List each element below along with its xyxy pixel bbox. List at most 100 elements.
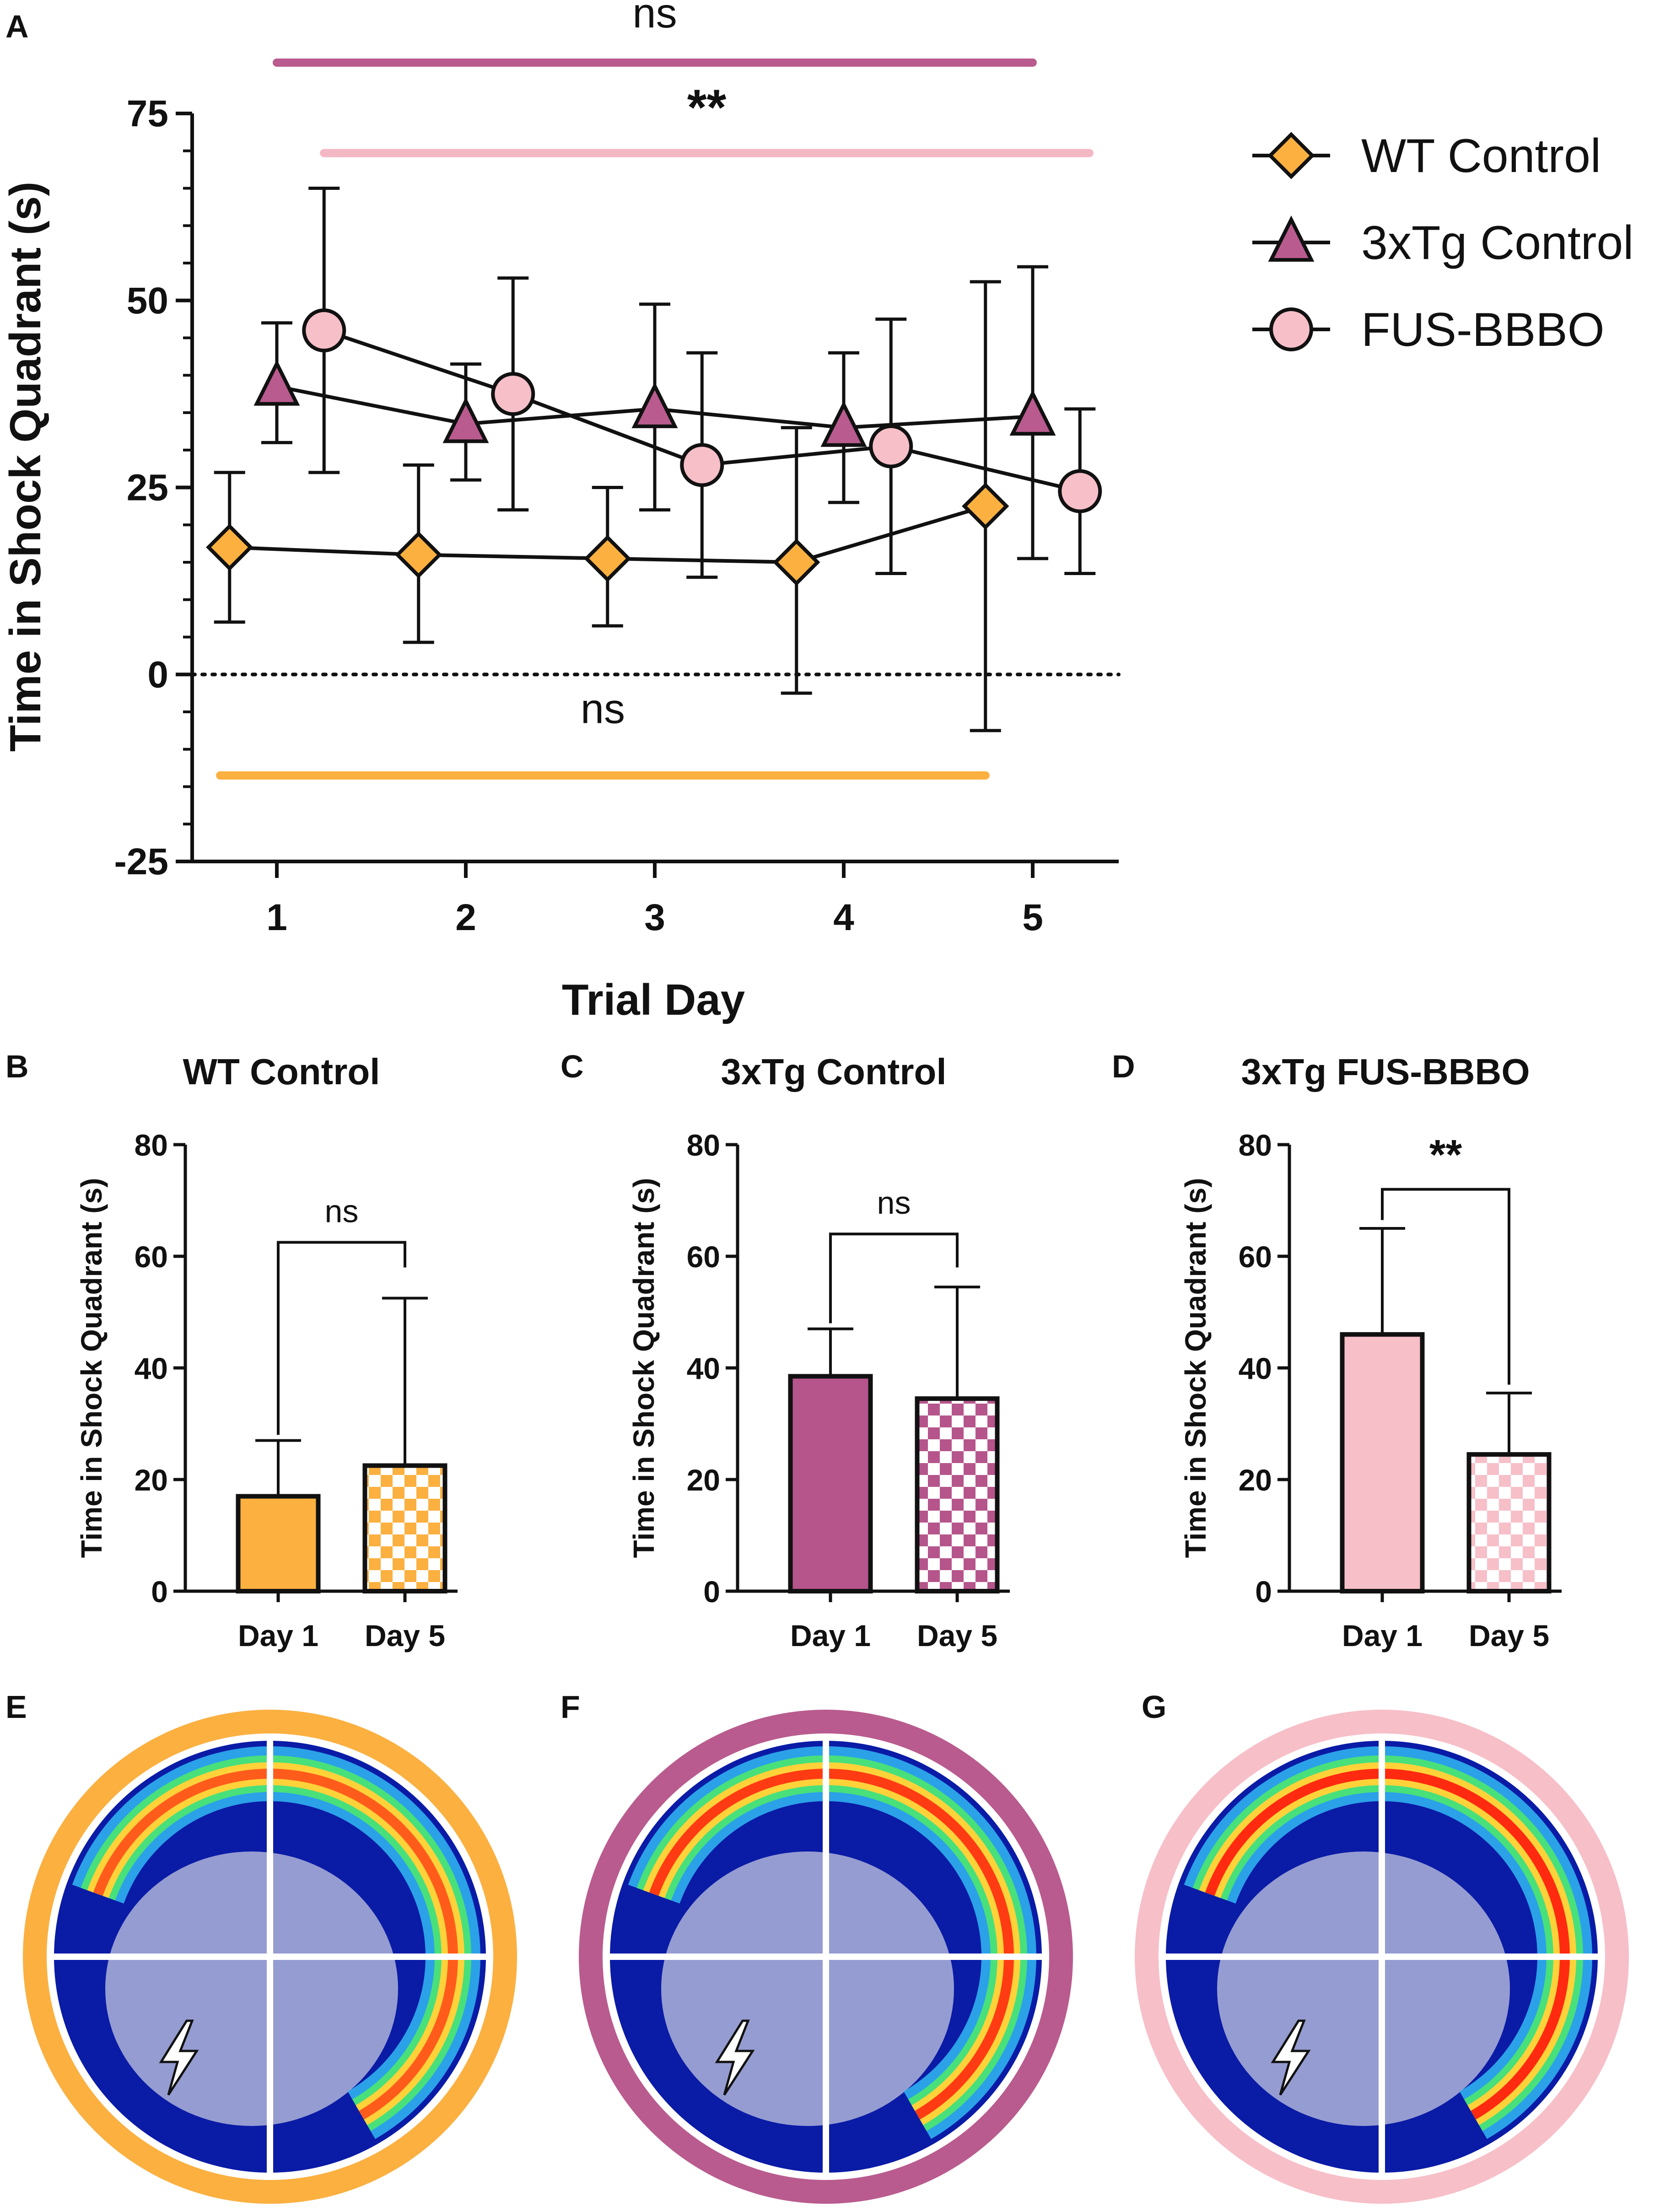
chart-panel-d-bar	[1466, 1452, 1552, 1594]
chart-panel-b-x-tick-label: Day 5	[365, 1619, 445, 1652]
chart-a-point	[962, 482, 1009, 530]
chart-a-point	[584, 535, 631, 582]
chart-panel-c-y-tick-label: 80	[687, 1128, 720, 1162]
chart-a-series-diamond	[206, 280, 1009, 732]
chart-a-legend-label: WT Control	[1361, 129, 1601, 183]
chart-a-point	[491, 372, 535, 416]
chart-a-point	[869, 424, 913, 468]
chart-a-x-tick-label: 5	[1022, 897, 1043, 938]
chart-panel-c-y-tick-label: 0	[703, 1575, 720, 1609]
chart-a-significance-label: ns	[581, 686, 625, 732]
lightning-bolt-icon	[1271, 2019, 1311, 2096]
chart-panel-c-significance-label: ns	[877, 1185, 911, 1221]
panel-letter-a: A	[5, 9, 29, 44]
chart-a-x-tick-label: 2	[455, 897, 476, 938]
chart-panel-b-y-tick-label: 20	[135, 1463, 168, 1497]
panel-letter-g: G	[1142, 1689, 1166, 1725]
chart-a-significance-label: **	[687, 80, 727, 136]
chart-panel-d-y-tick-label: 80	[1239, 1128, 1272, 1162]
chart-panel-b-x-tick-label: Day 1	[238, 1619, 318, 1652]
chart-a-point	[1058, 469, 1102, 513]
arena-e-heat-arc-core	[93, 1769, 458, 2120]
chart-panel-c-x-tick-label: Day 1	[790, 1619, 871, 1652]
chart-a-y-tick-label: 25	[127, 467, 168, 509]
chart-panel-d-x-tick-label: Day 1	[1342, 1619, 1423, 1652]
chart-panel-d-y-tick-label: 60	[1239, 1240, 1272, 1274]
panel-letter-e: E	[5, 1689, 27, 1725]
arena-g-occupancy-blob	[1217, 1851, 1510, 2126]
chart-panel-b-y-tick-label: 0	[151, 1575, 168, 1609]
chart-panel-c-x-tick-label: Day 5	[917, 1619, 997, 1652]
arena-f-heat-arc-core	[649, 1769, 1014, 2120]
chart-a-x-label: Trial Day	[562, 975, 745, 1024]
chart-panel-c-y-tick-label: 40	[687, 1351, 720, 1385]
chart-panel-d-y-label: Time in Shock Quadrant (s)	[1179, 1178, 1212, 1558]
chart-panel-b-bar	[236, 1494, 321, 1594]
arena-e-occupancy-blob	[105, 1851, 398, 2126]
chart-a-point	[395, 531, 442, 579]
bar-chart-panel-d: 3xTg FUS-BBBO Time in Shock Quadrant (s) 8…	[1179, 1051, 1562, 1652]
chart-panel-d-y-tick-label: 40	[1239, 1351, 1272, 1385]
chart-a-legend: WT Control 3xTg Control FUS-BBBO	[1252, 129, 1633, 356]
chart-panel-b-bar	[362, 1463, 447, 1593]
chart-a-y-label: Time in Shock Quadrant (s)	[1, 182, 50, 752]
chart-a-x-tick-label: 3	[644, 897, 665, 938]
chart-a-y-tick-label: 75	[127, 93, 168, 135]
chart-a-series	[206, 187, 1102, 732]
chart-a-legend-marker	[1268, 215, 1315, 262]
chart-a-legend-marker	[1267, 132, 1315, 179]
chart-panel-d-bar	[1340, 1332, 1425, 1594]
chart-panel-b-significance-label: ns	[325, 1194, 359, 1229]
chart-panel-b-significance-bracket	[277, 1241, 406, 1435]
chart-a-axes: 75 50 25 0 -25 1 2 3 4 5	[114, 93, 1121, 938]
chart-panel-b-title: WT Control	[183, 1051, 380, 1092]
chart-a-significance-label: ns	[632, 0, 677, 37]
chart-a-point	[1009, 389, 1056, 436]
chart-a-legend-label: 3xTg Control	[1361, 216, 1633, 269]
chart-a-legend-label: FUS-BBBO	[1361, 303, 1605, 356]
chart-panel-b-y-tick-label: 40	[135, 1351, 168, 1385]
chart-panel-d-significance-bracket	[1381, 1188, 1510, 1385]
chart-a-series-triangle	[253, 265, 1056, 560]
lightning-bolt-icon	[715, 2019, 755, 2096]
chart-a-x-tick-label: 4	[833, 897, 854, 938]
chart-panel-d-y-tick-label: 20	[1239, 1463, 1272, 1497]
arena-g-heat-arc-core	[1205, 1769, 1570, 2120]
line-chart-panel-a: 75 50 25 0 -25 1 2 3 4 5 ns ** ns Trial Day Time in…	[1, 0, 1633, 1024]
bar-chart-panel-b: WT Control Time in Shock Quadrant (s) 80 60…	[75, 1051, 458, 1652]
chart-panel-d-x-tick-label: Day 5	[1469, 1619, 1549, 1652]
chart-panel-b-y-tick-label: 80	[135, 1128, 168, 1162]
heatmap-arena-3xtg	[579, 1710, 1073, 2204]
chart-a-point	[253, 359, 300, 406]
arena-f-occupancy-blob	[661, 1851, 954, 2126]
chart-panel-d-y-tick-label: 0	[1255, 1575, 1272, 1609]
panel-letter-f: F	[561, 1689, 580, 1725]
chart-panel-c-significance-bracket	[829, 1232, 959, 1324]
chart-a-point	[631, 382, 678, 428]
chart-a-point	[302, 308, 346, 353]
heatmap-arena-wt	[23, 1710, 517, 2204]
chart-a-point	[773, 538, 820, 586]
chart-panel-d-significance-label: **	[1429, 1132, 1462, 1179]
panel-letter-d: D	[1112, 1049, 1135, 1084]
heatmap-arena-fus	[1135, 1710, 1629, 2204]
chart-panel-b-y-label: Time in Shock Quadrant (s)	[75, 1178, 108, 1558]
panel-letter-c: C	[561, 1049, 584, 1084]
chart-panel-d-title: 3xTg FUS-BBBO	[1241, 1051, 1530, 1092]
chart-a-y-tick-label: 0	[147, 654, 168, 695]
chart-a-legend-marker	[1269, 307, 1313, 351]
chart-panel-c-title: 3xTg Control	[721, 1051, 946, 1092]
chart-panel-b-y-tick-label: 60	[135, 1240, 168, 1274]
chart-panel-c-bar	[788, 1374, 873, 1594]
chart-panel-c-y-tick-label: 20	[687, 1463, 720, 1497]
chart-panel-c-bar	[915, 1396, 1000, 1594]
chart-a-y-tick-label: -25	[114, 841, 168, 883]
chart-a-significance: ns ** ns	[216, 0, 1094, 780]
panel-letter-b: B	[5, 1049, 29, 1084]
chart-a-x-tick-label: 1	[266, 897, 287, 938]
chart-a-series-circle	[302, 187, 1102, 579]
chart-a-point	[442, 397, 489, 443]
chart-a-point	[206, 523, 253, 571]
chart-a-point	[680, 443, 724, 487]
